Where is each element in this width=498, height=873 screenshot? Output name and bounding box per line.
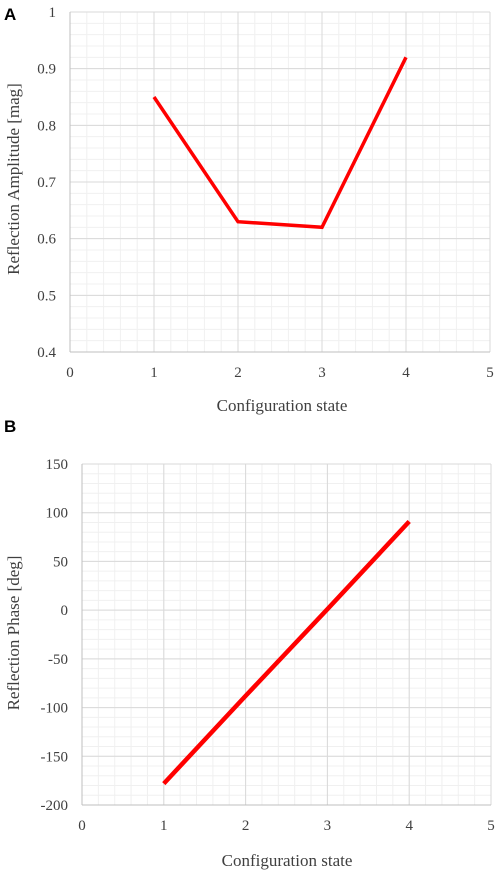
panel-b-label: B bbox=[4, 417, 16, 436]
panel-b-y-tick-label: 50 bbox=[53, 554, 68, 570]
panel-b-y-tick-label: -200 bbox=[41, 798, 69, 814]
panel-b-x-axis-title: Configuration state bbox=[222, 851, 353, 870]
panel-b-series-line bbox=[162, 519, 411, 786]
panel-a-y-tick-label: 0.6 bbox=[37, 232, 56, 248]
panel-b-x-tick-label: 1 bbox=[160, 818, 168, 834]
panel-b-y-tick-label: -100 bbox=[41, 701, 69, 717]
panel-a-x-axis-title: Configuration state bbox=[217, 396, 348, 415]
panel-b-y-tick-label: 100 bbox=[46, 506, 69, 522]
panel-a-x-tick-label: 2 bbox=[234, 365, 242, 381]
panel-b-y-tick-label: -150 bbox=[41, 749, 69, 765]
panel-a-y-axis-title: Reflection Amplitude [mag] bbox=[4, 83, 23, 275]
panel-a-y-tick-label: 1 bbox=[49, 5, 57, 21]
panel-a-y-ticks: 0.4 0.5 0.6 0.7 0.8 0.9 1 bbox=[37, 5, 56, 361]
panel-a-y-tick-label: 0.5 bbox=[37, 288, 56, 304]
panel-a-label: A bbox=[4, 5, 16, 24]
panel-a-x-tick-label: 0 bbox=[66, 365, 74, 381]
panel-b-x-tick-label: 3 bbox=[324, 818, 332, 834]
panel-b-x-tick-label: 2 bbox=[242, 818, 250, 834]
panel-b-y-tick-label: 0 bbox=[61, 603, 69, 619]
panel-b-x-tick-label: 4 bbox=[405, 818, 413, 834]
panel-b-grid bbox=[81, 463, 492, 806]
panel-b-y-ticks: -200 -150 -100 -50 0 50 100 150 bbox=[41, 457, 69, 814]
panel-b-x-tick-label: 5 bbox=[487, 818, 495, 834]
panel-b-x-ticks: 0 1 2 3 4 5 bbox=[78, 818, 495, 834]
panel-a-y-tick-label: 0.9 bbox=[37, 62, 56, 78]
panel-a-series-line bbox=[152, 56, 408, 230]
panel-a-y-tick-label: 0.8 bbox=[37, 118, 56, 134]
panel-b-y-tick-label: 150 bbox=[46, 457, 69, 473]
panel-b: B -200 -150 -100 -50 0 50 100 150 0 1 2 3 4 5 Config… bbox=[4, 417, 495, 870]
panel-a: A 0.4 0.5 0.6 0.7 0.8 0.9 1 0 1 2 3 4 5 Configurati… bbox=[4, 5, 494, 415]
panel-b-y-tick-label: -50 bbox=[48, 652, 68, 668]
panel-a-y-tick-label: 0.4 bbox=[37, 345, 56, 361]
panel-a-y-tick-label: 0.7 bbox=[37, 175, 56, 191]
panel-a-grid bbox=[69, 11, 491, 353]
panel-b-x-tick-label: 0 bbox=[78, 818, 86, 834]
panel-a-x-tick-label: 3 bbox=[318, 365, 326, 381]
panel-a-x-tick-label: 4 bbox=[402, 365, 410, 381]
panel-b-y-axis-title: Reflection Phase [deg] bbox=[4, 556, 23, 711]
panel-a-x-ticks: 0 1 2 3 4 5 bbox=[66, 365, 494, 381]
panel-a-x-tick-label: 1 bbox=[150, 365, 158, 381]
panel-a-x-tick-label: 5 bbox=[486, 365, 494, 381]
